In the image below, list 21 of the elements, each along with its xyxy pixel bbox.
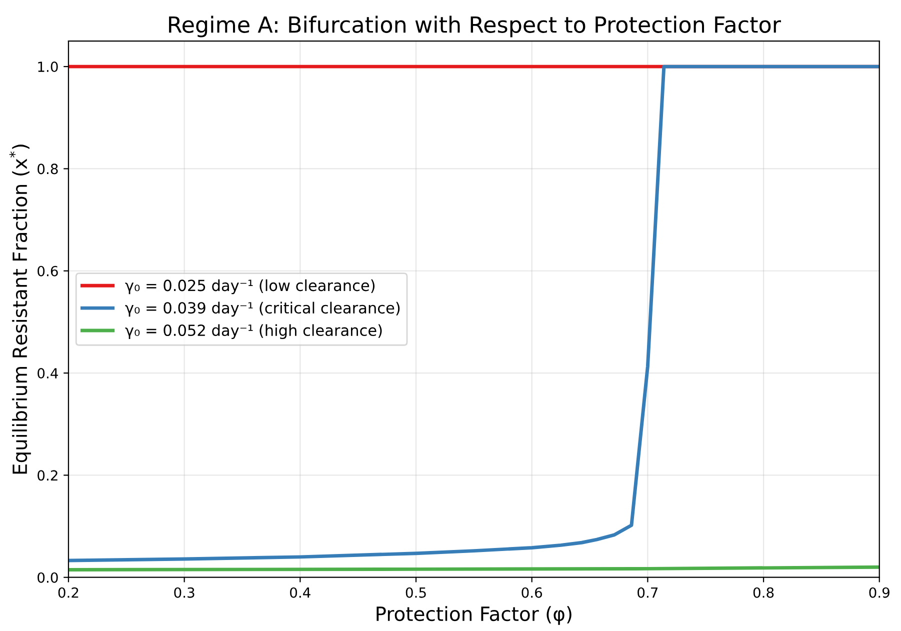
x-tick-label: 0.9 xyxy=(869,587,890,598)
y-tick-label: 0.6 xyxy=(38,266,58,276)
x-tick-label: 0.6 xyxy=(522,587,542,598)
x-axis-title: Protection Factor (φ) xyxy=(376,606,572,625)
x-tick-label: 0.3 xyxy=(174,587,194,598)
x-tick-label: 0.5 xyxy=(406,587,426,598)
y-tick-label: 0.0 xyxy=(38,572,58,583)
x-tick-label: 0.8 xyxy=(753,587,774,598)
legend-label: γ₀ = 0.052 day⁻¹ (high clearance) xyxy=(125,324,382,340)
y-tick-label: 0.4 xyxy=(38,368,58,379)
chart-title: Regime A: Bifurcation with Respect to Protection Factor xyxy=(169,16,781,38)
x-tick-label: 0.2 xyxy=(58,587,78,598)
y-axis-title: Equilibrium Resistant Fraction (x$^{*}$) xyxy=(9,144,31,474)
y-tick-label: 1.0 xyxy=(38,62,58,72)
legend-label: γ₀ = 0.039 day⁻¹ (critical clearance) xyxy=(125,302,400,317)
x-tick-label: 0.7 xyxy=(638,587,658,598)
legend-label: γ₀ = 0.025 day⁻¹ (low clearance) xyxy=(125,279,375,294)
line-series xyxy=(68,64,880,562)
y-tick-label: 0.2 xyxy=(38,470,58,481)
x-tick-label: 0.4 xyxy=(290,587,310,598)
y-tick-label: 0.8 xyxy=(38,164,58,174)
